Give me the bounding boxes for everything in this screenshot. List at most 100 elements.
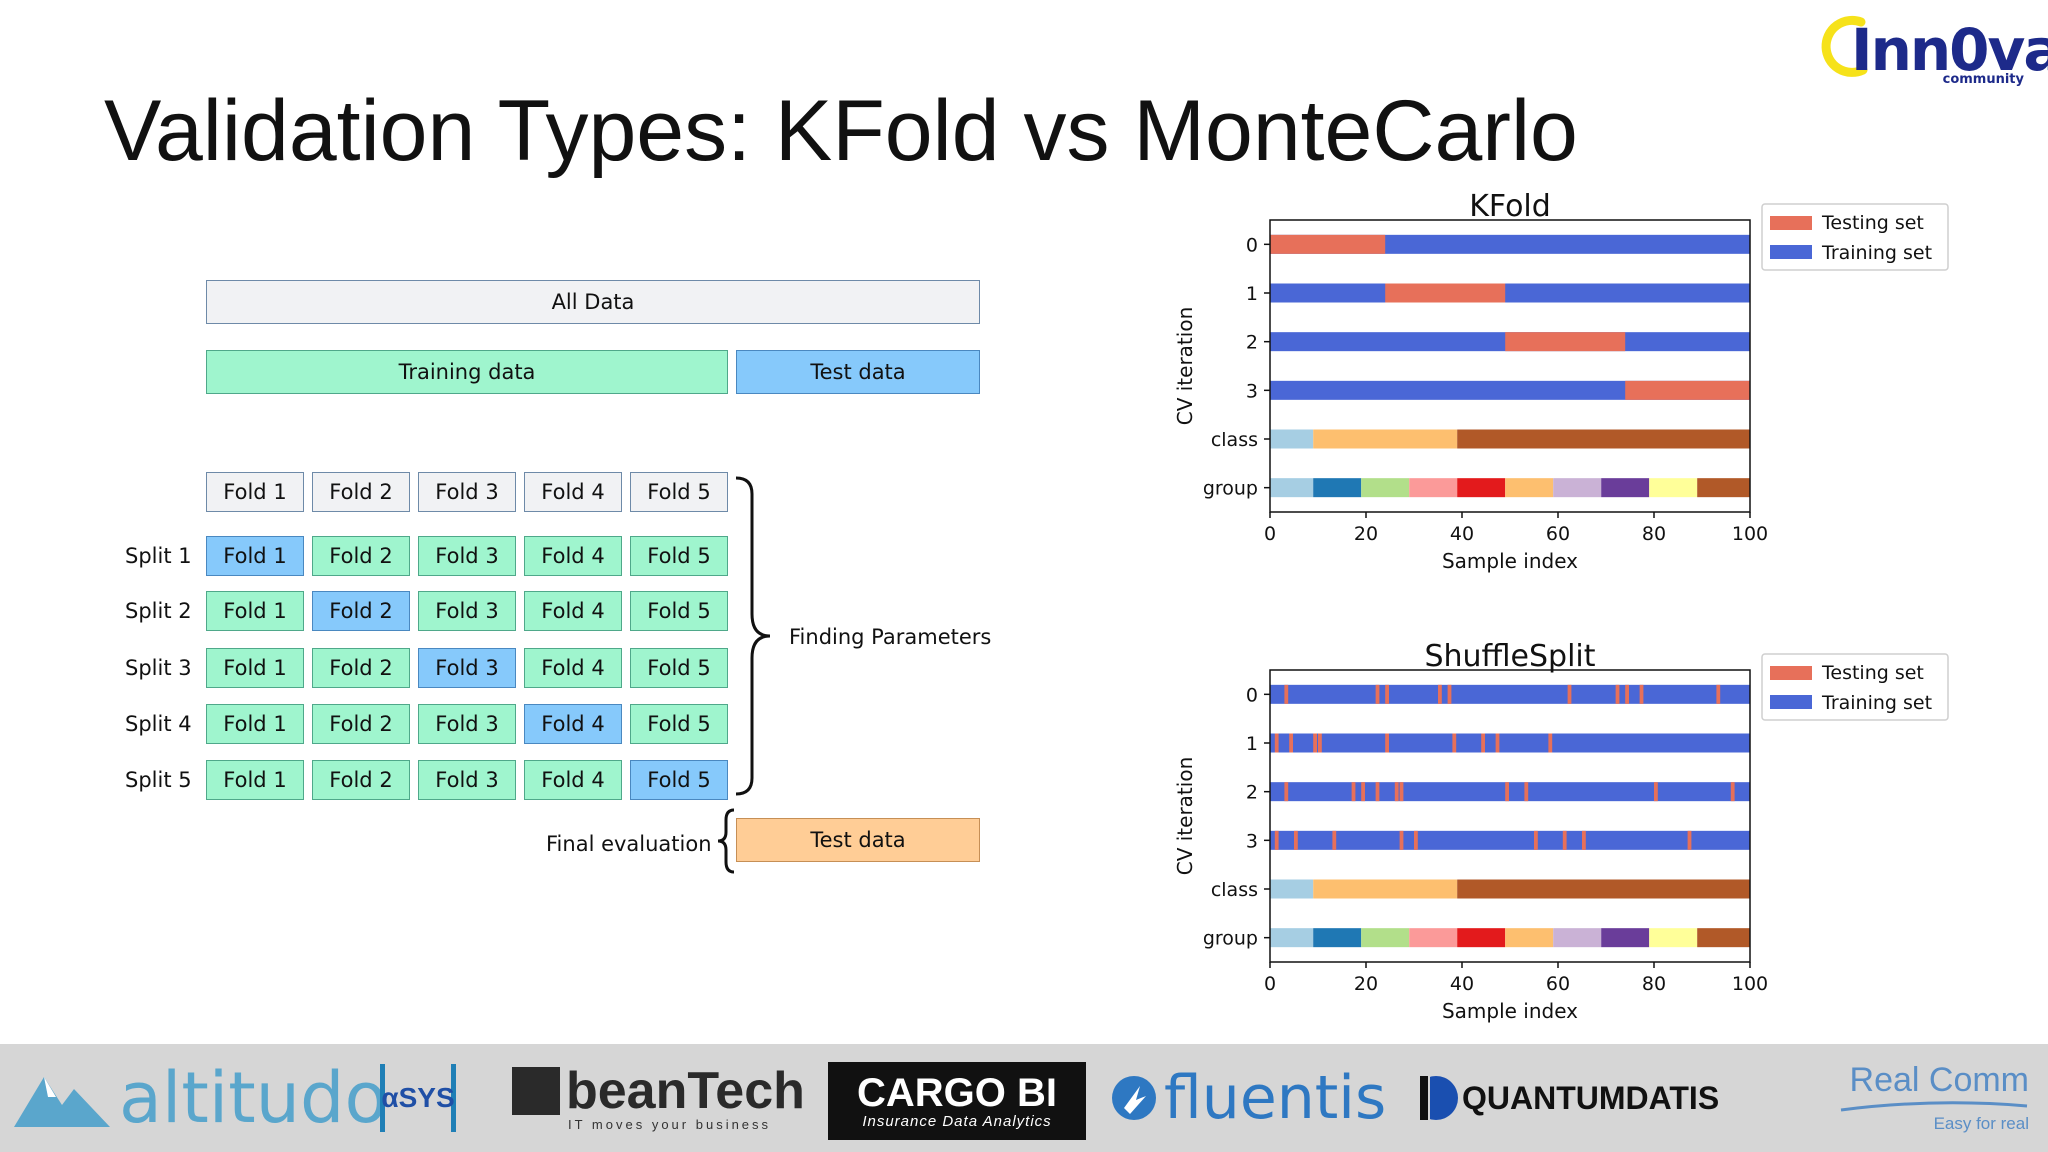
shuffle-xtick-label-100: 100 bbox=[1732, 973, 1768, 995]
shuffle-test-point-2-9 bbox=[1730, 782, 1735, 802]
split-4-fold-2: Fold 2 bbox=[312, 704, 410, 744]
shuffle-test-point-2-8 bbox=[1654, 782, 1658, 802]
beantech-text: beanTech bbox=[566, 1061, 805, 1120]
shuffle-test-point-2-6 bbox=[1505, 782, 1509, 802]
split-5-fold-5: Fold 5 bbox=[630, 760, 728, 800]
shuffle-group-seg-3 bbox=[1409, 928, 1458, 948]
shuffle-ylabel-2: 2 bbox=[1246, 782, 1258, 804]
realcomm-logo: Real Comm Easy for real bbox=[1824, 1044, 2029, 1152]
shuffle-ylabel-group: group bbox=[1203, 928, 1258, 950]
split-1-fold-2: Fold 2 bbox=[312, 536, 410, 576]
shuffle-test-point-0-1 bbox=[1375, 684, 1380, 704]
kfold-test-seg-2-0 bbox=[1505, 332, 1626, 352]
finding-parameters-label: Finding Parameters bbox=[789, 625, 992, 649]
shuffle-group-seg-9 bbox=[1697, 928, 1750, 948]
split-4-fold-1: Fold 1 bbox=[206, 704, 304, 744]
kfold-test-seg-1-0 bbox=[1385, 283, 1506, 303]
kfold-group-seg-2 bbox=[1361, 478, 1410, 498]
shuffle-test-point-1-8 bbox=[1548, 733, 1553, 753]
shuffle-test-point-1-4 bbox=[1385, 733, 1389, 753]
shuffle-legend-testing-label: Testing set bbox=[1821, 662, 1924, 684]
kfold-xtick-label-60: 60 bbox=[1546, 523, 1570, 545]
shuffle-legend-training-label: Training set bbox=[1821, 692, 1932, 714]
split-label-5: Split 5 bbox=[125, 768, 192, 792]
shuffle-ylabel-class: class bbox=[1211, 879, 1258, 901]
finding-parameters-brace bbox=[735, 476, 771, 796]
shuffle-test-point-1-5 bbox=[1452, 733, 1457, 753]
shuffle-ylabel: CV iteration bbox=[1173, 757, 1197, 876]
kfold-frame bbox=[1269, 219, 1751, 513]
cargobi-logo: CARGO BI Insurance Data Analytics bbox=[828, 1062, 1086, 1140]
shuffle-train-bar-2 bbox=[1270, 782, 1750, 802]
shuffle-class-seg-1 bbox=[1313, 879, 1458, 899]
shuffle-class-seg-2 bbox=[1457, 879, 1750, 899]
shuffle-test-point-0-0 bbox=[1284, 684, 1289, 704]
altitudo-text: altitudo bbox=[119, 1057, 388, 1139]
quantumdatis-logo: QUANTUMDATIS bbox=[1410, 1044, 1719, 1152]
kfold-class-seg-2 bbox=[1457, 429, 1750, 449]
beantech-logo: beanTech IT moves your business bbox=[512, 1044, 805, 1152]
test-data-box: Test data bbox=[736, 350, 980, 394]
shuffle-xtick-label-20: 20 bbox=[1354, 973, 1378, 995]
beantech-tagline: IT moves your business bbox=[568, 1116, 772, 1132]
kfold-ylabel-1: 1 bbox=[1246, 283, 1258, 305]
shuffle-test-point-3-7 bbox=[1582, 830, 1586, 850]
split-label-4: Split 4 bbox=[125, 712, 192, 736]
shuffle-test-point-0-2 bbox=[1385, 684, 1389, 704]
split-2-fold-5: Fold 5 bbox=[630, 591, 728, 631]
realcomm-swoosh-icon bbox=[1840, 1101, 2028, 1112]
kfold-group-seg-8 bbox=[1649, 478, 1698, 498]
shuffle-test-point-1-6 bbox=[1481, 733, 1485, 753]
split-5-fold-1: Fold 1 bbox=[206, 760, 304, 800]
fluentis-icon bbox=[1112, 1076, 1156, 1120]
shuffle-legend-testing-swatch bbox=[1770, 666, 1812, 680]
split-label-3: Split 3 bbox=[125, 656, 192, 680]
shuffle-test-point-1-2 bbox=[1313, 733, 1317, 753]
kfold-test-seg-0-0 bbox=[1270, 234, 1386, 254]
shuffle-test-point-3-5 bbox=[1534, 830, 1538, 850]
fold-header-4: Fold 4 bbox=[524, 472, 622, 512]
final-test-data-box: Test data bbox=[736, 818, 980, 862]
split-5-fold-4: Fold 4 bbox=[524, 760, 622, 800]
shuffle-test-point-0-6 bbox=[1615, 684, 1620, 704]
split-3-fold-5: Fold 5 bbox=[630, 648, 728, 688]
kfold-train-bar-1 bbox=[1270, 283, 1750, 303]
quantumdatis-icon bbox=[1412, 1074, 1458, 1122]
quantumdatis-text: QUANTUMDATIS bbox=[1462, 1079, 1720, 1116]
logo-ring-icon bbox=[1821, 15, 1868, 77]
shuffle-test-point-1-7 bbox=[1495, 733, 1500, 753]
kfold-group-seg-3 bbox=[1409, 478, 1458, 498]
split-1-fold-1: Fold 1 bbox=[206, 536, 304, 576]
split-1-fold-4: Fold 4 bbox=[524, 536, 622, 576]
sponsor-footer: altitudo αSYS beanTech IT moves your bus… bbox=[0, 1044, 2048, 1152]
realcomm-text: Real Comm bbox=[1849, 1061, 2029, 1100]
shuffle-xtick-label-0: 0 bbox=[1264, 973, 1276, 995]
split-label-1: Split 1 bbox=[125, 544, 192, 568]
shuffle-test-point-1-3 bbox=[1318, 733, 1322, 753]
kfold-group-seg-0 bbox=[1270, 478, 1314, 498]
fold-header-3: Fold 3 bbox=[418, 472, 516, 512]
split-3-fold-1: Fold 1 bbox=[206, 648, 304, 688]
split-2-fold-3: Fold 3 bbox=[418, 591, 516, 631]
shuffle-test-point-2-2 bbox=[1361, 782, 1365, 802]
kfold-class-seg-0 bbox=[1270, 429, 1314, 449]
kfold-xlabel: Sample index bbox=[1442, 549, 1578, 573]
shuffle-xtick-label-60: 60 bbox=[1546, 973, 1570, 995]
kfold-train-bar-0 bbox=[1270, 234, 1750, 254]
split-5-fold-3: Fold 3 bbox=[418, 760, 516, 800]
shuffle-group-seg-5 bbox=[1505, 928, 1554, 948]
shuffle-test-point-3-6 bbox=[1562, 830, 1567, 850]
kfold-xtick-label-100: 100 bbox=[1732, 523, 1768, 545]
final-evaluation-brace bbox=[717, 808, 735, 874]
kfold-ylabel-class: class bbox=[1211, 429, 1258, 451]
kfold-title: KFold bbox=[1469, 189, 1551, 224]
shuffle-test-point-3-4 bbox=[1414, 830, 1418, 850]
split-1-fold-3: Fold 3 bbox=[418, 536, 516, 576]
kfold-group-seg-4 bbox=[1457, 478, 1506, 498]
split-4-fold-4: Fold 4 bbox=[524, 704, 622, 744]
kfold-group-seg-7 bbox=[1601, 478, 1650, 498]
fold-header-1: Fold 1 bbox=[206, 472, 304, 512]
slide-title: Validation Types: KFold vs MonteCarlo bbox=[104, 83, 1578, 179]
fold-header-5: Fold 5 bbox=[630, 472, 728, 512]
shuffle-group-seg-4 bbox=[1457, 928, 1506, 948]
